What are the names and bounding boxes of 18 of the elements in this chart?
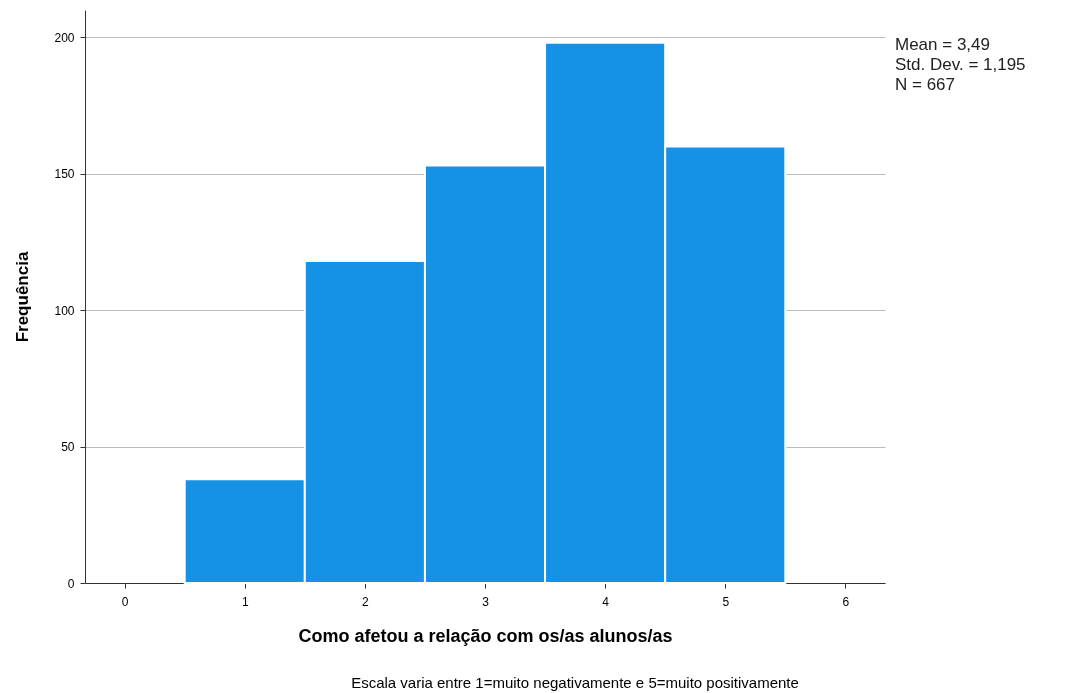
x-tick-label: 0 xyxy=(121,594,129,609)
y-tick-label: 150 xyxy=(54,167,75,182)
x-tick-label: 2 xyxy=(362,594,370,609)
text: N = 667 xyxy=(895,75,956,94)
x-axis-title: Como afetou a relação com os/as alunos/as xyxy=(298,625,673,646)
y-axis-title: Frequência xyxy=(13,251,33,343)
y-tick-label: 100 xyxy=(54,303,75,318)
text: Std. Dev. = 1,195 xyxy=(895,55,1026,74)
y-tick-label: 200 xyxy=(54,30,75,45)
y-tick-label: 50 xyxy=(61,440,75,455)
x-tick-label: 3 xyxy=(482,594,490,609)
x-tick-label: 4 xyxy=(602,594,610,609)
y-tick-label: 0 xyxy=(67,576,75,591)
x-tick-label: 1 xyxy=(241,594,249,609)
x-tick-label: 5 xyxy=(722,594,730,609)
x-tick-label: 6 xyxy=(842,594,850,609)
text: Escala varia entre 1=muito negativamente e 5=muito positivamente xyxy=(351,674,799,691)
text: Mean = 3,49 xyxy=(895,35,990,54)
